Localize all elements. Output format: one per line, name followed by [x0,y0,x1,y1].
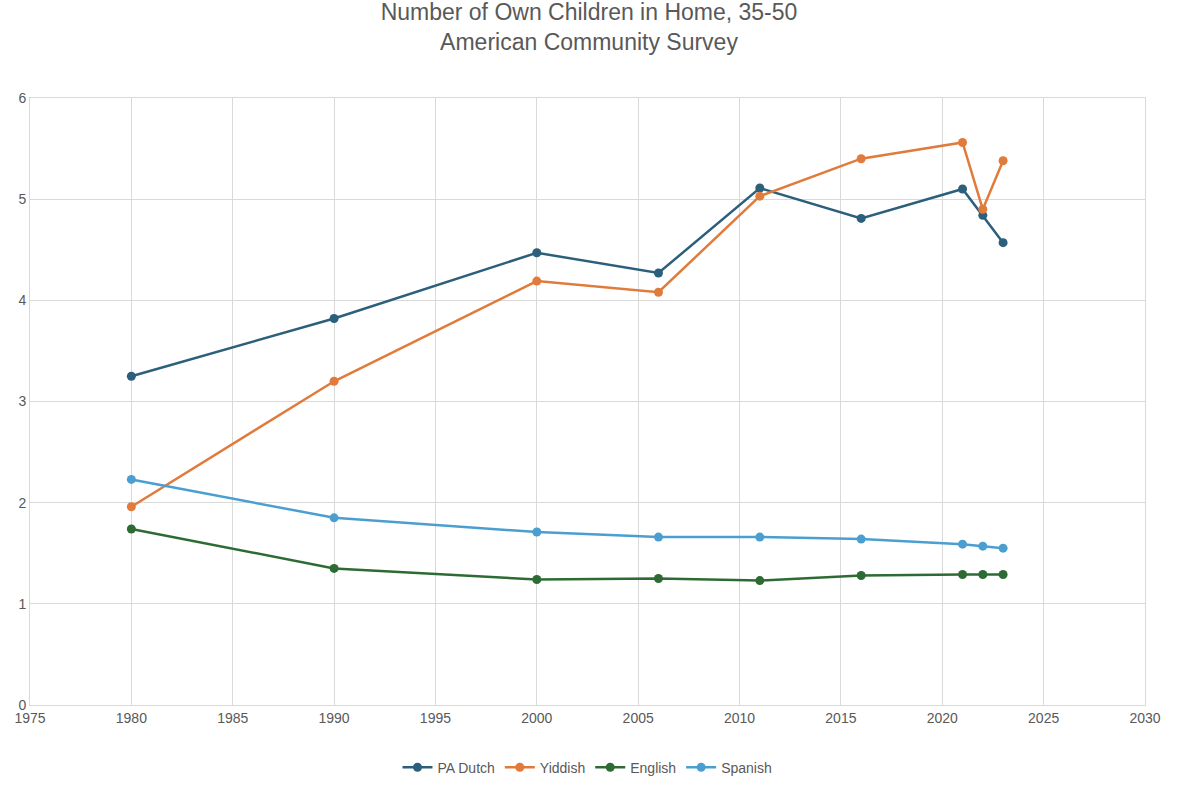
svg-text:1: 1 [18,596,26,612]
svg-text:0: 0 [18,697,26,713]
svg-text:2: 2 [18,495,26,511]
svg-text:1980: 1980 [116,710,147,726]
svg-text:1995: 1995 [420,710,451,726]
svg-text:2010: 2010 [724,710,755,726]
svg-text:2000: 2000 [521,710,552,726]
svg-text:Number of Own Children in Home: Number of Own Children in Home, 35-50Ame… [381,0,798,55]
svg-text:5: 5 [18,191,26,207]
svg-text:2015: 2015 [825,710,856,726]
svg-text:1985: 1985 [217,710,248,726]
svg-text:Yiddish: Yiddish [540,760,585,776]
svg-text:1990: 1990 [319,710,350,726]
svg-text:1975: 1975 [14,710,45,726]
svg-text:English: English [630,760,676,776]
svg-text:3: 3 [18,393,26,409]
svg-text:2025: 2025 [1028,710,1059,726]
svg-text:PA Dutch: PA Dutch [438,760,495,776]
svg-text:4: 4 [18,292,26,308]
svg-text:2020: 2020 [927,710,958,726]
svg-text:2030: 2030 [1129,710,1160,726]
svg-text:Spanish: Spanish [721,760,772,776]
svg-text:2005: 2005 [623,710,654,726]
svg-text:6: 6 [18,90,26,106]
